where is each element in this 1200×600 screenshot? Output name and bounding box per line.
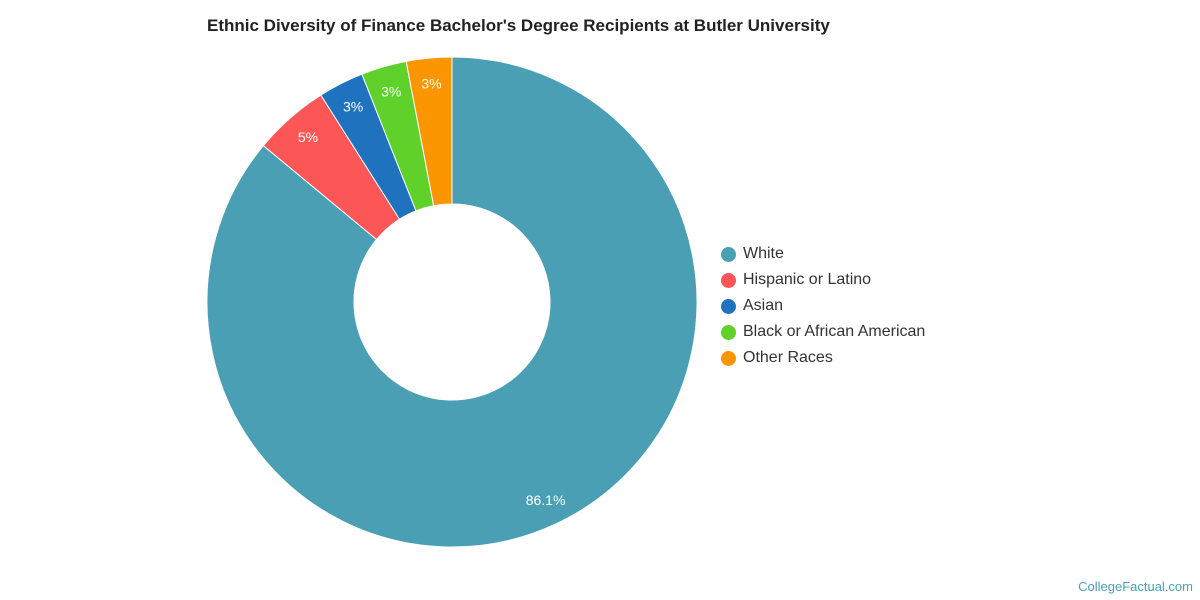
legend-dot-icon: [721, 272, 736, 288]
legend-label: Other Races: [743, 349, 833, 366]
legend-label: Black or African American: [743, 323, 926, 340]
slice-label-asian: 3%: [343, 98, 363, 114]
legend-dot-icon: [721, 246, 736, 262]
legend-dot-icon: [721, 350, 736, 366]
legend-item-other-races[interactable]: Other Races: [721, 345, 925, 371]
slice-label-hispanic-or-latino: 5%: [298, 129, 318, 145]
watermark-link[interactable]: CollegeFactual.com: [1078, 579, 1193, 594]
slice-label-other-races: 3%: [421, 76, 441, 92]
slice-white[interactable]: [206, 56, 698, 548]
chart-legend: White Hispanic or Latino Asian Black or Afr…: [721, 241, 925, 371]
legend-label: White: [743, 245, 784, 262]
chart-title: Ethnic Diversity of Finance Bachelor's D…: [207, 16, 830, 35]
legend-item-asian[interactable]: Asian: [721, 293, 925, 319]
slice-other-races[interactable]: [405, 56, 453, 207]
slice-labels: 86.1% 5% 3% 3% 3%: [298, 76, 566, 508]
slice-label-white: 86.1%: [526, 492, 566, 508]
legend-label: Asian: [743, 297, 784, 314]
donut-slices: [206, 56, 698, 548]
legend-item-white[interactable]: White: [721, 241, 925, 267]
slice-label-black-or-african-american: 3%: [381, 83, 401, 99]
legend-item-black-or-african-american[interactable]: Black or African American: [721, 319, 925, 345]
legend-item-hispanic-or-latino[interactable]: Hispanic or Latino: [721, 267, 925, 293]
legend-label: Hispanic or Latino: [743, 271, 872, 288]
legend-dot-icon: [721, 324, 736, 340]
legend-dot-icon: [721, 298, 736, 314]
